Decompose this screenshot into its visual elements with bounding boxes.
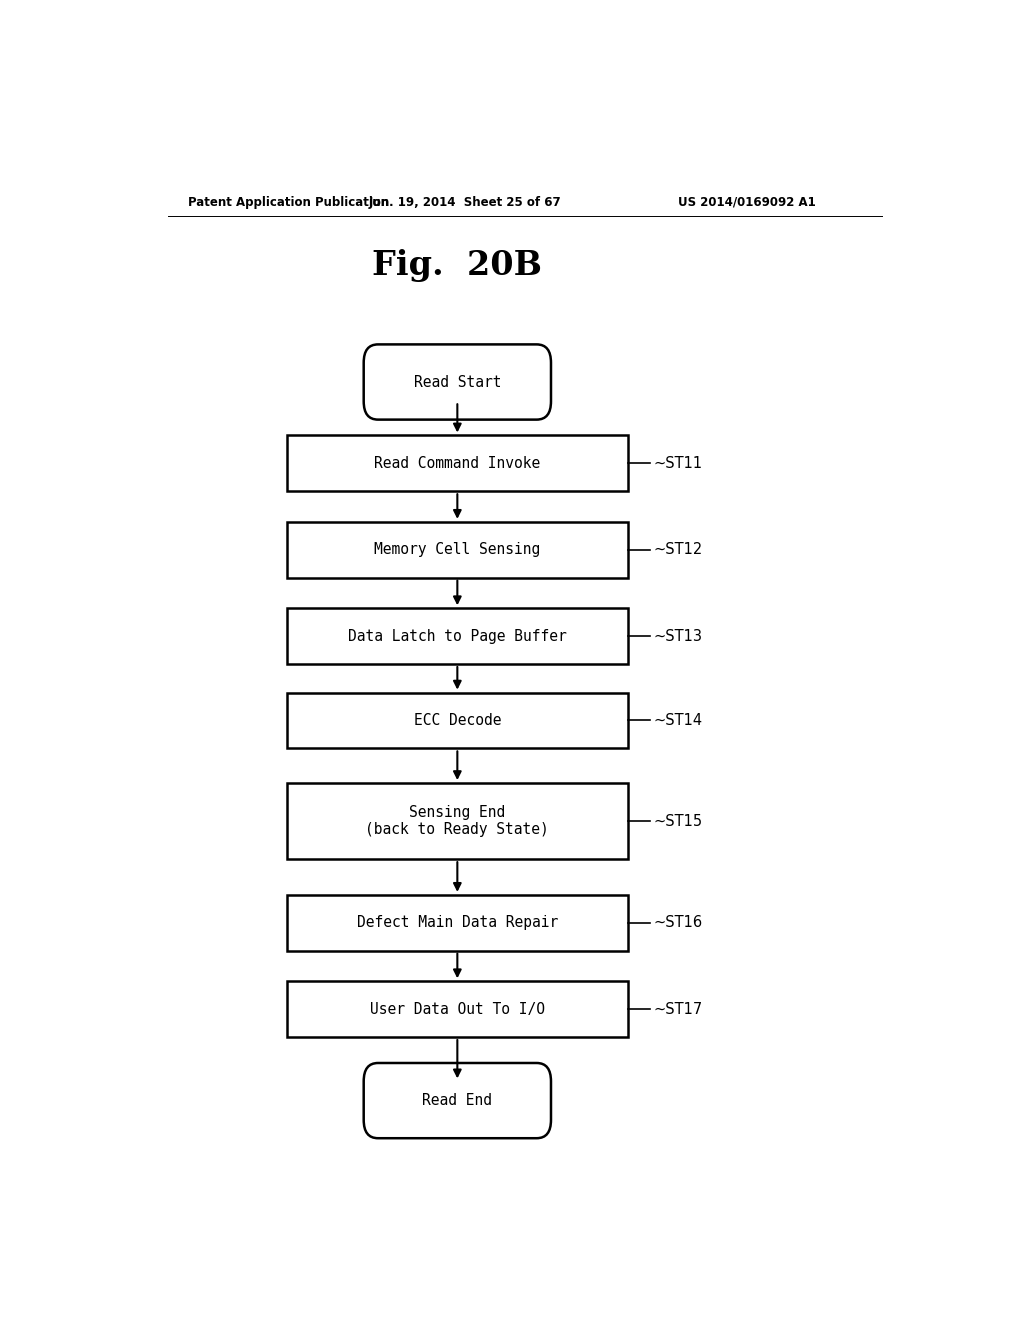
- Text: Data Latch to Page Buffer: Data Latch to Page Buffer: [348, 628, 566, 644]
- FancyBboxPatch shape: [364, 345, 551, 420]
- Text: ~ST17: ~ST17: [653, 1002, 702, 1016]
- Text: Fig.  20B: Fig. 20B: [373, 248, 543, 281]
- Text: ~ST12: ~ST12: [653, 543, 702, 557]
- Bar: [287, 436, 628, 491]
- Text: ~ST16: ~ST16: [653, 915, 702, 931]
- Bar: [287, 521, 628, 578]
- Bar: [287, 895, 628, 950]
- Text: Memory Cell Sensing: Memory Cell Sensing: [374, 543, 541, 557]
- Text: Read Start: Read Start: [414, 375, 501, 389]
- Bar: [287, 609, 628, 664]
- Text: Sensing End
(back to Ready State): Sensing End (back to Ready State): [366, 805, 549, 837]
- Text: ~ST11: ~ST11: [653, 455, 702, 471]
- Bar: [287, 693, 628, 748]
- Bar: [287, 783, 628, 859]
- Text: ECC Decode: ECC Decode: [414, 713, 501, 727]
- Text: US 2014/0169092 A1: US 2014/0169092 A1: [678, 195, 816, 209]
- Text: Read Command Invoke: Read Command Invoke: [374, 455, 541, 471]
- Text: Patent Application Publication: Patent Application Publication: [187, 195, 389, 209]
- Text: ~ST14: ~ST14: [653, 713, 702, 727]
- Text: User Data Out To I/O: User Data Out To I/O: [370, 1002, 545, 1016]
- Bar: [287, 981, 628, 1038]
- Text: ~ST13: ~ST13: [653, 628, 702, 644]
- Text: Defect Main Data Repair: Defect Main Data Repair: [356, 915, 558, 931]
- Text: ~ST15: ~ST15: [653, 813, 702, 829]
- Text: Read End: Read End: [422, 1093, 493, 1107]
- Text: Jun. 19, 2014  Sheet 25 of 67: Jun. 19, 2014 Sheet 25 of 67: [369, 195, 561, 209]
- FancyBboxPatch shape: [364, 1063, 551, 1138]
